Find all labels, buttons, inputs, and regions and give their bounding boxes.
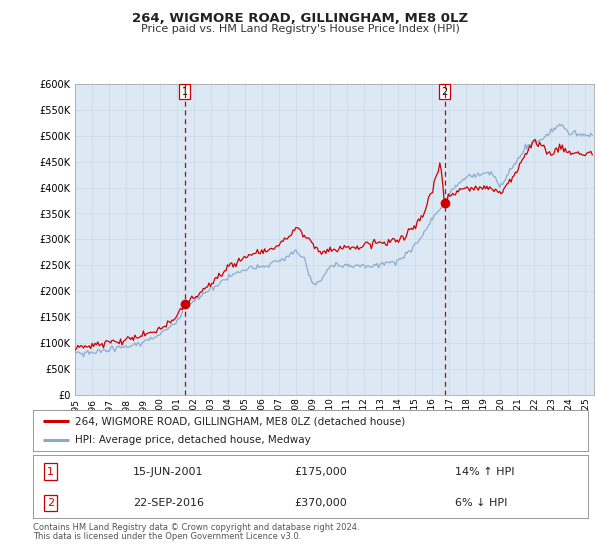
Text: 6% ↓ HPI: 6% ↓ HPI	[455, 498, 507, 508]
Text: 264, WIGMORE ROAD, GILLINGHAM, ME8 0LZ: 264, WIGMORE ROAD, GILLINGHAM, ME8 0LZ	[132, 12, 468, 25]
Text: 15-JUN-2001: 15-JUN-2001	[133, 466, 203, 477]
Text: £370,000: £370,000	[294, 498, 347, 508]
Text: 14% ↑ HPI: 14% ↑ HPI	[455, 466, 514, 477]
Text: 2: 2	[442, 87, 448, 97]
Text: Contains HM Land Registry data © Crown copyright and database right 2024.: Contains HM Land Registry data © Crown c…	[33, 523, 359, 532]
Text: £175,000: £175,000	[294, 466, 347, 477]
Text: Price paid vs. HM Land Registry's House Price Index (HPI): Price paid vs. HM Land Registry's House …	[140, 24, 460, 34]
Text: 22-SEP-2016: 22-SEP-2016	[133, 498, 204, 508]
Text: 2: 2	[47, 498, 55, 508]
Text: HPI: Average price, detached house, Medway: HPI: Average price, detached house, Medw…	[74, 435, 310, 445]
Text: 1: 1	[47, 466, 54, 477]
Text: This data is licensed under the Open Government Licence v3.0.: This data is licensed under the Open Gov…	[33, 532, 301, 541]
Text: 264, WIGMORE ROAD, GILLINGHAM, ME8 0LZ (detached house): 264, WIGMORE ROAD, GILLINGHAM, ME8 0LZ (…	[74, 417, 405, 426]
Text: 1: 1	[182, 87, 188, 97]
